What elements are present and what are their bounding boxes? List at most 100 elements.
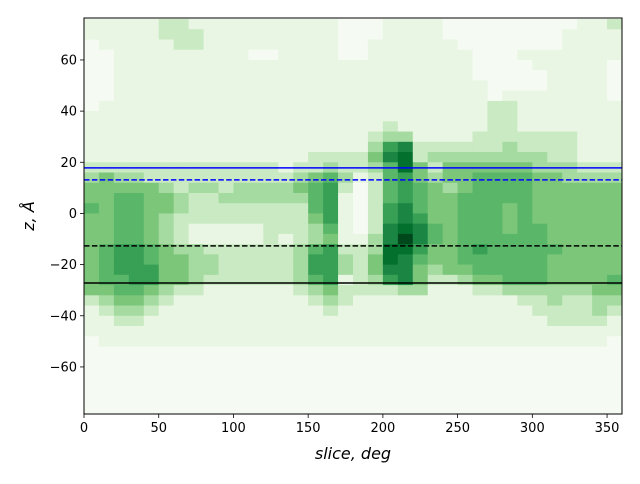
heatmap-cell	[607, 39, 622, 51]
heatmap-cell	[323, 152, 339, 163]
heatmap-cell	[532, 295, 548, 307]
heatmap-cell	[113, 213, 130, 225]
heatmap-cell	[502, 213, 518, 225]
heatmap-cell	[577, 121, 593, 133]
heatmap-cell	[128, 407, 145, 414]
heatmap-cell	[367, 141, 384, 153]
heatmap-cell	[188, 326, 205, 337]
heatmap-cell	[592, 244, 608, 255]
heatmap-cell	[188, 315, 205, 327]
heatmap-cell	[323, 387, 339, 399]
heatmap-cell	[278, 182, 294, 194]
heatmap-cell	[532, 111, 548, 122]
heatmap-cell	[502, 19, 518, 30]
heatmap-cell	[218, 377, 234, 388]
heatmap-cell	[562, 346, 578, 358]
heatmap-cell	[203, 131, 219, 143]
heatmap-cell	[218, 356, 234, 368]
heatmap-cell	[562, 59, 578, 71]
x-tick-label: 50	[150, 421, 167, 436]
heatmap-cell	[323, 100, 339, 112]
heatmap-cell	[323, 172, 339, 184]
heatmap-cell	[397, 19, 414, 30]
heatmap-cell	[592, 141, 608, 153]
heatmap-cell	[263, 274, 279, 286]
heatmap-cell	[188, 264, 205, 276]
heatmap-cell	[487, 254, 503, 266]
heatmap-cell	[472, 285, 488, 296]
heatmap-cell	[592, 223, 608, 235]
heatmap-cell	[592, 264, 608, 276]
heatmap-cell	[487, 131, 503, 143]
heatmap-cell	[278, 285, 294, 296]
heatmap-cell	[607, 90, 622, 102]
heatmap-cell	[517, 387, 533, 399]
heatmap-cell	[128, 152, 145, 163]
heatmap-cell	[263, 131, 279, 143]
heatmap-cell	[278, 346, 294, 358]
heatmap-cell	[173, 131, 190, 143]
heatmap-cell	[263, 182, 279, 194]
heatmap-cell	[98, 274, 115, 286]
heatmap-cell	[532, 213, 548, 225]
heatmap-cell	[577, 19, 593, 30]
heatmap-cell	[173, 223, 190, 235]
heatmap-cell	[308, 182, 324, 194]
heatmap-cell	[158, 264, 175, 276]
heatmap-cell	[412, 80, 429, 92]
heatmap-cell	[113, 131, 130, 143]
heatmap-cell	[84, 274, 100, 286]
heatmap-cell	[502, 274, 518, 286]
heatmap-cell	[457, 356, 474, 368]
heatmap-cell	[532, 254, 548, 266]
heatmap-cell	[457, 295, 474, 307]
heatmap-cell	[98, 366, 115, 378]
heatmap-cell	[367, 111, 384, 122]
heatmap-cell	[457, 213, 474, 225]
heatmap-cell	[84, 19, 100, 30]
heatmap-cell	[323, 346, 339, 358]
heatmap-cell	[562, 407, 578, 414]
heatmap-cell	[367, 223, 384, 235]
heatmap-cell	[457, 366, 474, 378]
heatmap-cell	[188, 192, 205, 204]
heatmap-cell	[472, 19, 488, 30]
heatmap-cell	[308, 131, 324, 143]
heatmap-cell	[592, 80, 608, 92]
heatmap-cell	[562, 39, 578, 51]
heatmap-cell	[278, 264, 294, 276]
heatmap-cell	[308, 366, 324, 378]
heatmap-cell	[607, 70, 622, 81]
heatmap-cell	[143, 131, 160, 143]
heatmap-cell	[502, 377, 518, 388]
heatmap-cell	[517, 111, 533, 122]
heatmap-cell	[517, 182, 533, 194]
heatmap-cell	[173, 90, 190, 102]
heatmap-cell	[382, 254, 399, 266]
heatmap-cell	[442, 346, 459, 358]
heatmap-cell	[427, 387, 444, 399]
heatmap-cell	[607, 336, 622, 347]
heatmap-cell	[98, 100, 115, 112]
heatmap-cell	[562, 295, 578, 307]
heatmap-cell	[353, 70, 369, 81]
heatmap-cell	[577, 59, 593, 71]
heatmap-cell	[98, 203, 115, 214]
heatmap-cell	[158, 111, 175, 122]
heatmap-cell	[158, 295, 175, 307]
heatmap-cell	[562, 49, 578, 61]
heatmap-cell	[472, 387, 488, 399]
heatmap-cell	[203, 346, 219, 358]
heatmap-cell	[517, 141, 533, 153]
heatmap-cell	[263, 90, 279, 102]
heatmap-cell	[547, 90, 563, 102]
heatmap-cell	[427, 203, 444, 214]
heatmap-cell	[442, 111, 459, 122]
heatmap-cell	[607, 203, 622, 214]
heatmap-cell	[442, 407, 459, 414]
heatmap-cell	[547, 233, 563, 245]
heatmap-cell	[517, 377, 533, 388]
heatmap-cell	[397, 90, 414, 102]
heatmap-cell	[323, 274, 339, 286]
heatmap-cell	[472, 203, 488, 214]
